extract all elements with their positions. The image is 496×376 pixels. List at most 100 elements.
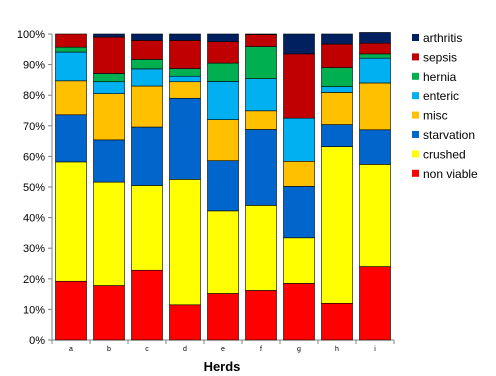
bar-segment-hernia-c xyxy=(131,59,163,70)
bar-segment-crushed-e xyxy=(207,210,239,294)
bar-segment-enteric-h xyxy=(321,86,353,93)
bar-segment-starvation-a xyxy=(55,114,87,163)
bar-segment-arthritis-d xyxy=(169,33,201,41)
y-tick-label: 40% xyxy=(23,213,45,225)
legend-swatch-hernia xyxy=(412,72,419,80)
x-tick-labels: a b c d e f g h i xyxy=(51,340,395,353)
bar-segment-crushed-i xyxy=(359,164,391,267)
bar-segment-arthritis-c xyxy=(131,33,163,41)
legend-swatch-non-viable xyxy=(412,169,419,177)
bar-segment-starvation-g xyxy=(283,186,315,239)
bar-segment-enteric-i xyxy=(359,57,391,84)
bar-segment-misc-d xyxy=(169,81,201,99)
bar-segment-misc-e xyxy=(207,119,239,161)
bar-segment-non-viable-b xyxy=(93,285,125,341)
bar-segment-crushed-f xyxy=(245,205,277,291)
bar-segment-arthritis-f xyxy=(245,33,277,35)
bar-segment-misc-g xyxy=(283,160,315,187)
y-tick-label: 100% xyxy=(17,29,45,41)
y-tick-label: 10% xyxy=(23,304,45,316)
legend-label-starvation: starvation xyxy=(423,128,475,142)
x-tick-label: a xyxy=(69,346,73,353)
legend-label-enteric: enteric xyxy=(423,89,459,103)
x-tick-label: h xyxy=(335,346,339,353)
bar-segment-misc-a xyxy=(55,80,87,116)
bar-segment-crushed-b xyxy=(93,181,125,286)
bar-segment-hernia-h xyxy=(321,67,353,87)
bar-segment-enteric-g xyxy=(283,117,315,162)
y-tick-label: 0% xyxy=(29,335,45,347)
bar-segment-enteric-d xyxy=(169,75,201,83)
x-tick-label: f xyxy=(260,346,262,353)
bar-segment-hernia-a xyxy=(55,46,87,53)
bar-segment-starvation-d xyxy=(169,97,201,180)
bar-segment-non-viable-a xyxy=(55,280,87,341)
bar-segment-misc-i xyxy=(359,82,391,131)
bar-segment-non-viable-i xyxy=(359,266,391,341)
bar-segment-sepsis-i xyxy=(359,42,391,55)
chart-legend: arthritis sepsis hernia enteric misc starvati… xyxy=(412,31,478,181)
bar-segment-sepsis-f xyxy=(245,34,277,47)
bar-segment-sepsis-h xyxy=(321,43,353,68)
legend-label-misc: misc xyxy=(423,109,448,123)
x-tick-label: g xyxy=(297,346,301,353)
bar-segment-hernia-d xyxy=(169,68,201,77)
y-tick-label: 50% xyxy=(23,182,45,194)
bar-segment-crushed-c xyxy=(131,185,163,271)
y-tick-label: 80% xyxy=(23,90,45,102)
legend-label-non-viable: non viable xyxy=(423,167,478,181)
bar-segment-misc-f xyxy=(245,110,277,130)
bar-segment-enteric-c xyxy=(131,68,163,87)
y-tick-label: 30% xyxy=(23,243,45,255)
x-tick-label: c xyxy=(145,346,149,353)
bar-segment-crushed-h xyxy=(321,146,353,304)
legend-swatch-misc xyxy=(412,111,419,119)
legend-label-hernia: hernia xyxy=(423,70,457,84)
y-tick-label: 60% xyxy=(23,151,45,163)
bar-segment-arthritis-h xyxy=(321,33,353,45)
chart-bars xyxy=(55,32,391,341)
bar-segment-sepsis-b xyxy=(93,36,125,74)
y-tick-label: 70% xyxy=(23,121,45,133)
bar-segment-arthritis-e xyxy=(207,33,239,42)
legend-swatch-arthritis xyxy=(412,34,419,41)
y-tick-label: 20% xyxy=(23,274,45,286)
bar-segment-enteric-a xyxy=(55,51,87,82)
bar-segment-non-viable-c xyxy=(131,269,163,341)
bar-segment-arthritis-g xyxy=(283,33,315,55)
legend-label-crushed: crushed xyxy=(423,147,466,161)
bar-segment-starvation-e xyxy=(207,160,239,212)
bar-segment-sepsis-a xyxy=(55,33,87,48)
bar-segment-misc-c xyxy=(131,85,163,128)
legend-swatch-starvation xyxy=(412,131,419,138)
legend-swatch-crushed xyxy=(412,150,419,158)
legend-swatch-enteric xyxy=(412,92,419,100)
y-tick-label: 90% xyxy=(23,60,45,72)
bar-segment-non-viable-g xyxy=(283,283,315,341)
bar-segment-starvation-b xyxy=(93,139,125,183)
bar-segment-hernia-b xyxy=(93,73,125,83)
bar-segment-starvation-i xyxy=(359,129,391,165)
bar-segment-enteric-b xyxy=(93,81,125,94)
bar-segment-misc-b xyxy=(93,93,125,141)
bar-segment-sepsis-d xyxy=(169,40,201,69)
bar-segment-non-viable-f xyxy=(245,290,277,341)
x-tick-label: i xyxy=(374,346,376,353)
x-tick-label: e xyxy=(221,346,225,353)
bar-segment-starvation-f xyxy=(245,129,277,206)
bar-segment-crushed-a xyxy=(55,161,87,282)
bar-segment-non-viable-h xyxy=(321,302,353,341)
x-tick-label: d xyxy=(183,346,187,353)
bar-segment-crushed-d xyxy=(169,179,201,306)
bar-segment-arthritis-i xyxy=(359,32,391,44)
bar-segment-hernia-f xyxy=(245,46,277,79)
bar-segment-arthritis-b xyxy=(93,33,125,38)
bar-segment-sepsis-e xyxy=(207,41,239,64)
bar-segment-non-viable-e xyxy=(207,293,239,341)
y-tick-labels: 0% 10% 20% 30% 40% 50% 60% 70% 80% 90% 100% xyxy=(17,29,52,347)
bar-segment-non-viable-d xyxy=(169,304,201,341)
legend-label-sepsis: sepsis xyxy=(423,50,457,64)
bar-segment-hernia-e xyxy=(207,62,239,82)
x-axis-label: Herds xyxy=(204,359,241,374)
